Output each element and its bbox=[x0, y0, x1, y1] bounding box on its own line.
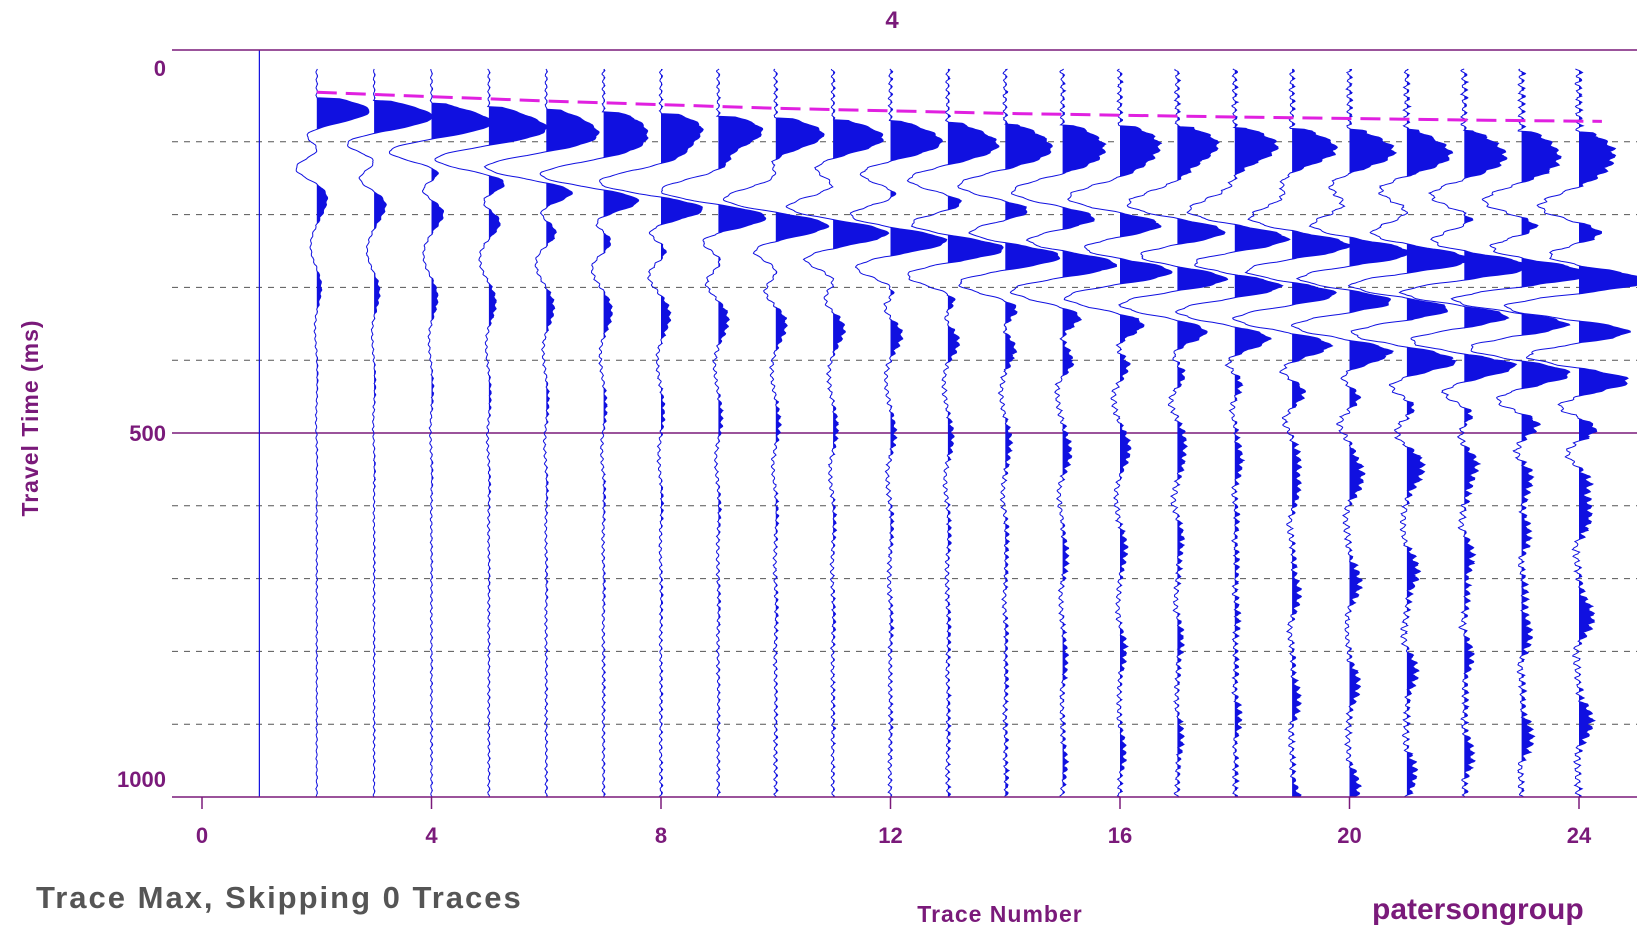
chart-title: 4 bbox=[885, 7, 899, 34]
seismic-traces bbox=[259, 50, 1637, 797]
x-tick-label: 0 bbox=[196, 823, 208, 848]
x-tick-label: 8 bbox=[655, 823, 667, 848]
x-tick-label: 24 bbox=[1567, 823, 1592, 848]
x-tick-label: 4 bbox=[425, 823, 438, 848]
x-axis-title: Trace Number bbox=[917, 901, 1082, 927]
y-axis-title: Travel Time (ms) bbox=[17, 319, 43, 516]
x-tick-label: 16 bbox=[1108, 823, 1132, 848]
x-tick-label: 12 bbox=[878, 823, 902, 848]
x-tick-label: 20 bbox=[1337, 823, 1361, 848]
trace-scaling-caption: Trace Max, Skipping 0 Traces bbox=[36, 880, 523, 916]
y-tick-label: 1000 bbox=[117, 767, 166, 792]
y-tick-label: 500 bbox=[129, 421, 166, 446]
y-tick-label: 0 bbox=[154, 56, 166, 81]
company-brand: patersongroup bbox=[1372, 893, 1584, 927]
